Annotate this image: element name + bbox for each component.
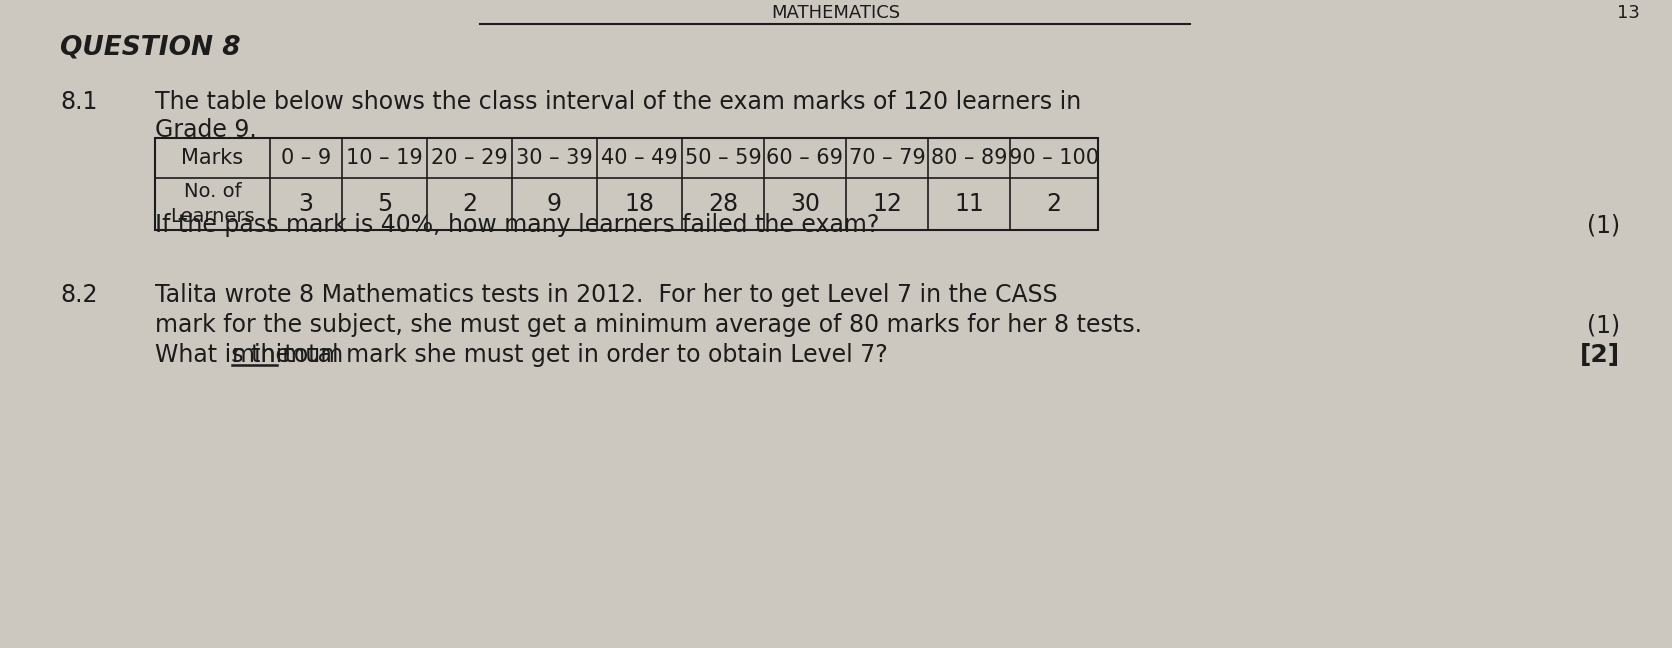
Text: Talita wrote 8 Mathematics tests in 2012.  For her to get Level 7 in the CASS: Talita wrote 8 Mathematics tests in 2012…	[155, 283, 1058, 307]
Text: QUESTION 8: QUESTION 8	[60, 35, 241, 61]
Text: MATHEMATICS: MATHEMATICS	[771, 4, 901, 22]
Text: 8.1: 8.1	[60, 90, 97, 114]
Text: 40 – 49: 40 – 49	[602, 148, 677, 168]
Text: 30 – 39: 30 – 39	[517, 148, 594, 168]
Text: 5: 5	[376, 192, 393, 216]
Text: 0 – 9: 0 – 9	[281, 148, 331, 168]
Text: 12: 12	[873, 192, 901, 216]
Text: 9: 9	[547, 192, 562, 216]
Text: 70 – 79: 70 – 79	[849, 148, 925, 168]
Text: 50 – 59: 50 – 59	[684, 148, 761, 168]
Text: 60 – 69: 60 – 69	[766, 148, 843, 168]
Text: No. of
Learners: No. of Learners	[171, 182, 254, 226]
Text: [2]: [2]	[1580, 343, 1620, 367]
Text: 10 – 19: 10 – 19	[346, 148, 423, 168]
Text: What is the: What is the	[155, 343, 298, 367]
Text: (1): (1)	[1587, 313, 1620, 337]
Text: 2: 2	[1047, 192, 1062, 216]
Text: Grade 9.: Grade 9.	[155, 118, 257, 142]
Text: Marks: Marks	[182, 148, 244, 168]
Bar	[155, 138, 1099, 230]
Text: (1): (1)	[1587, 213, 1620, 237]
Text: 11: 11	[955, 192, 983, 216]
Text: 28: 28	[707, 192, 737, 216]
Text: total mark she must get in order to obtain Level 7?: total mark she must get in order to obta…	[278, 343, 888, 367]
Text: 13: 13	[1617, 4, 1640, 22]
Text: minimum: minimum	[232, 343, 344, 367]
Text: 2: 2	[461, 192, 477, 216]
Text: 90 – 100: 90 – 100	[1008, 148, 1099, 168]
Text: 20 – 29: 20 – 29	[431, 148, 508, 168]
Text: mark for the subject, she must get a minimum average of 80 marks for her 8 tests: mark for the subject, she must get a min…	[155, 313, 1142, 337]
Text: 8.2: 8.2	[60, 283, 97, 307]
Text: 18: 18	[625, 192, 654, 216]
Text: 30: 30	[789, 192, 819, 216]
Text: 3: 3	[299, 192, 314, 216]
Text: If the pass mark is 40%, how many learners failed the exam?: If the pass mark is 40%, how many learne…	[155, 213, 879, 237]
Text: The table below shows the class interval of the exam marks of 120 learners in: The table below shows the class interval…	[155, 90, 1082, 114]
Text: 80 – 89: 80 – 89	[931, 148, 1007, 168]
